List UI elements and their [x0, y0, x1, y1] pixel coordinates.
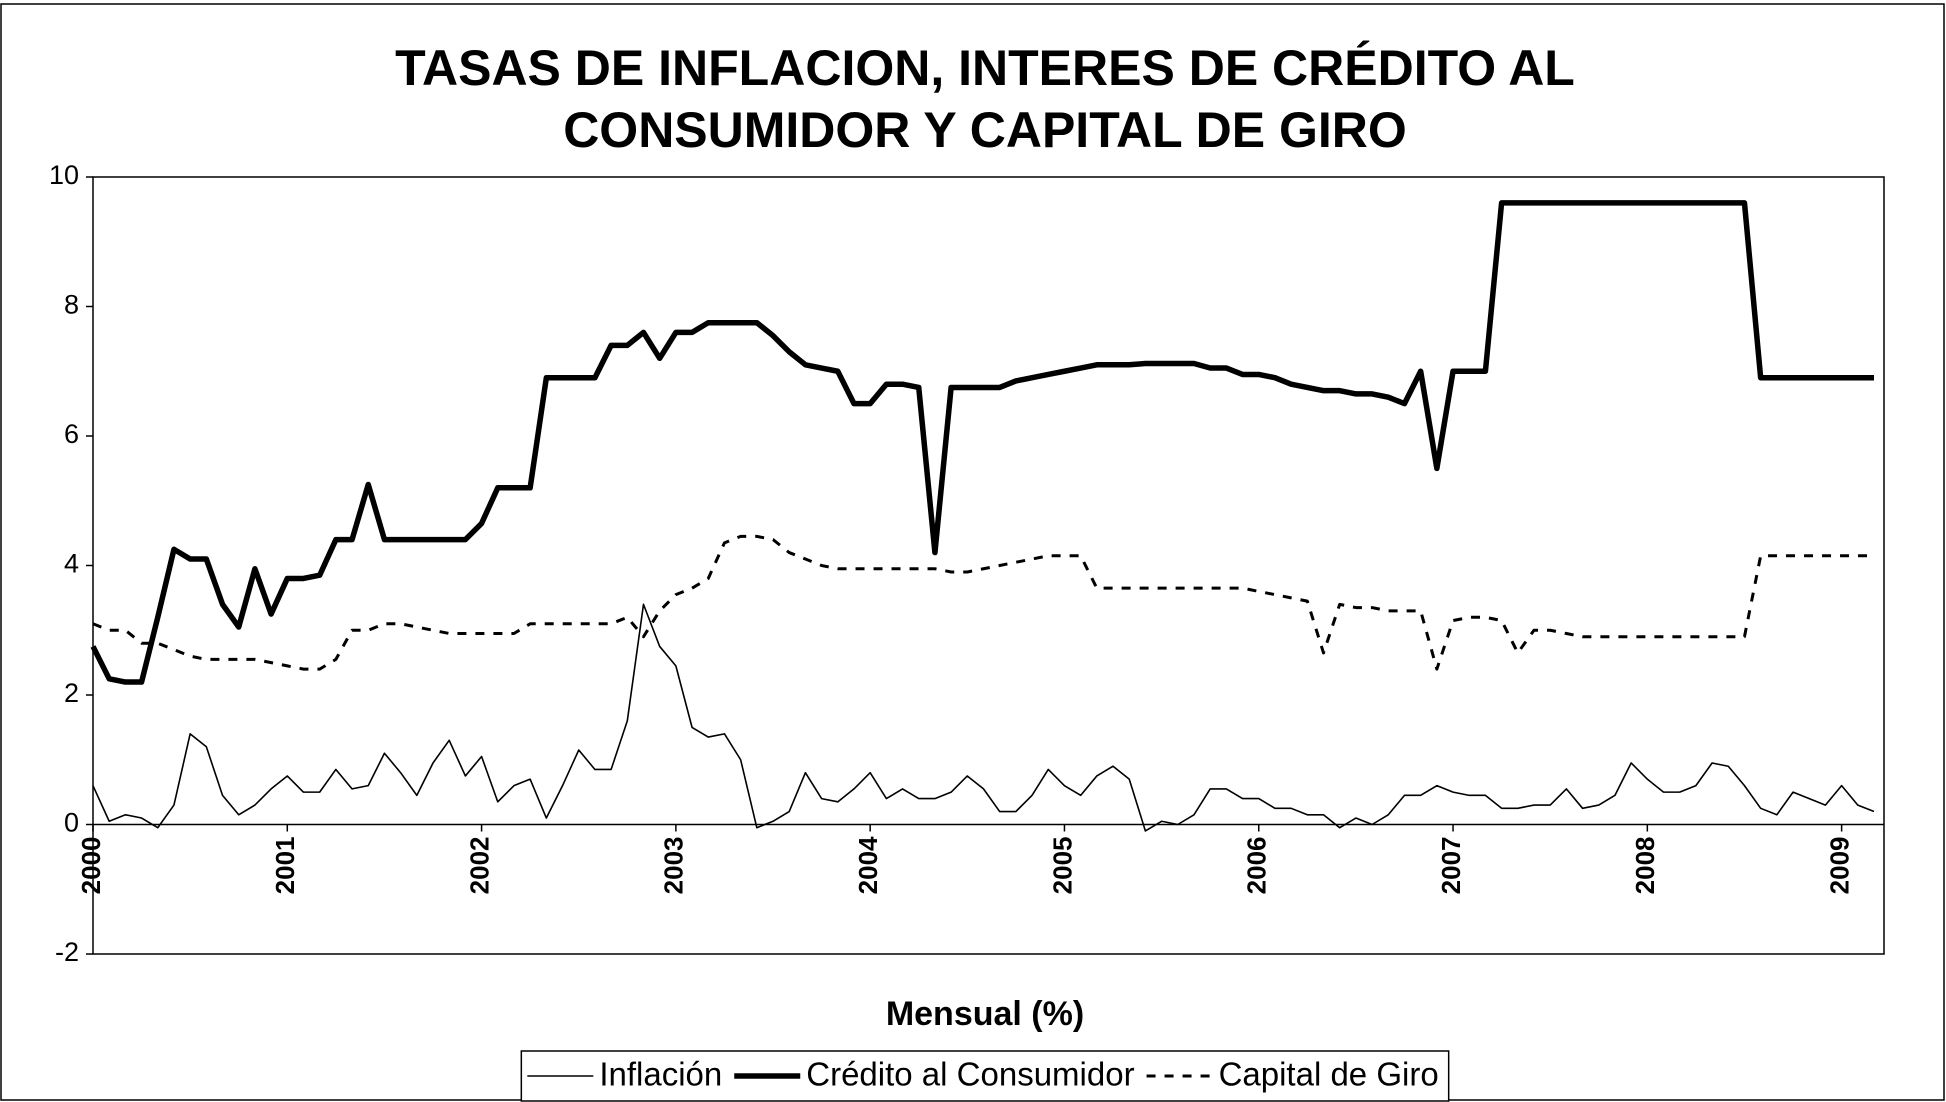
chart-title: CONSUMIDOR Y CAPITAL DE GIRO	[563, 102, 1407, 158]
legend-box	[520, 1050, 1450, 1102]
series-line	[92, 603, 1875, 832]
x-tick-label: 2005	[1047, 837, 1077, 895]
y-tick-label: 2	[64, 678, 79, 708]
legend-label: Crédito al Consumidor	[806, 1056, 1134, 1093]
legend-label: Capital de Giro	[1219, 1056, 1439, 1093]
legend-label: Inflación	[599, 1056, 722, 1093]
x-axis-label: Mensual (%)	[886, 995, 1084, 1033]
x-tick-label: 2008	[1630, 837, 1660, 895]
y-tick-label: 4	[64, 549, 79, 579]
y-tick-label: 10	[49, 160, 79, 190]
x-tick-label: 2009	[1824, 837, 1854, 895]
x-tick-label: 2006	[1242, 837, 1272, 895]
x-tick-label: 2007	[1436, 837, 1466, 895]
y-tick-label: 8	[64, 290, 79, 320]
series-line	[90, 200, 1874, 685]
x-tick-label: 2003	[659, 837, 689, 895]
chart-title: TASAS DE INFLACION, INTERES DE CRÉDITO A…	[395, 40, 1575, 96]
x-tick-label: 2000	[76, 837, 106, 895]
x-tick-label: 2001	[270, 837, 300, 895]
legend: Inflación Crédito al Consumidor Capital de…	[520, 1050, 1450, 1102]
series-line	[92, 534, 1874, 671]
y-tick-label: 6	[64, 419, 79, 449]
x-tick-label: 2004	[853, 836, 883, 894]
chart-frame	[0, 3, 1945, 1101]
y-tick-label: 0	[64, 808, 79, 838]
y-tick-label: -2	[55, 937, 79, 967]
x-tick-label: 2002	[464, 837, 494, 895]
